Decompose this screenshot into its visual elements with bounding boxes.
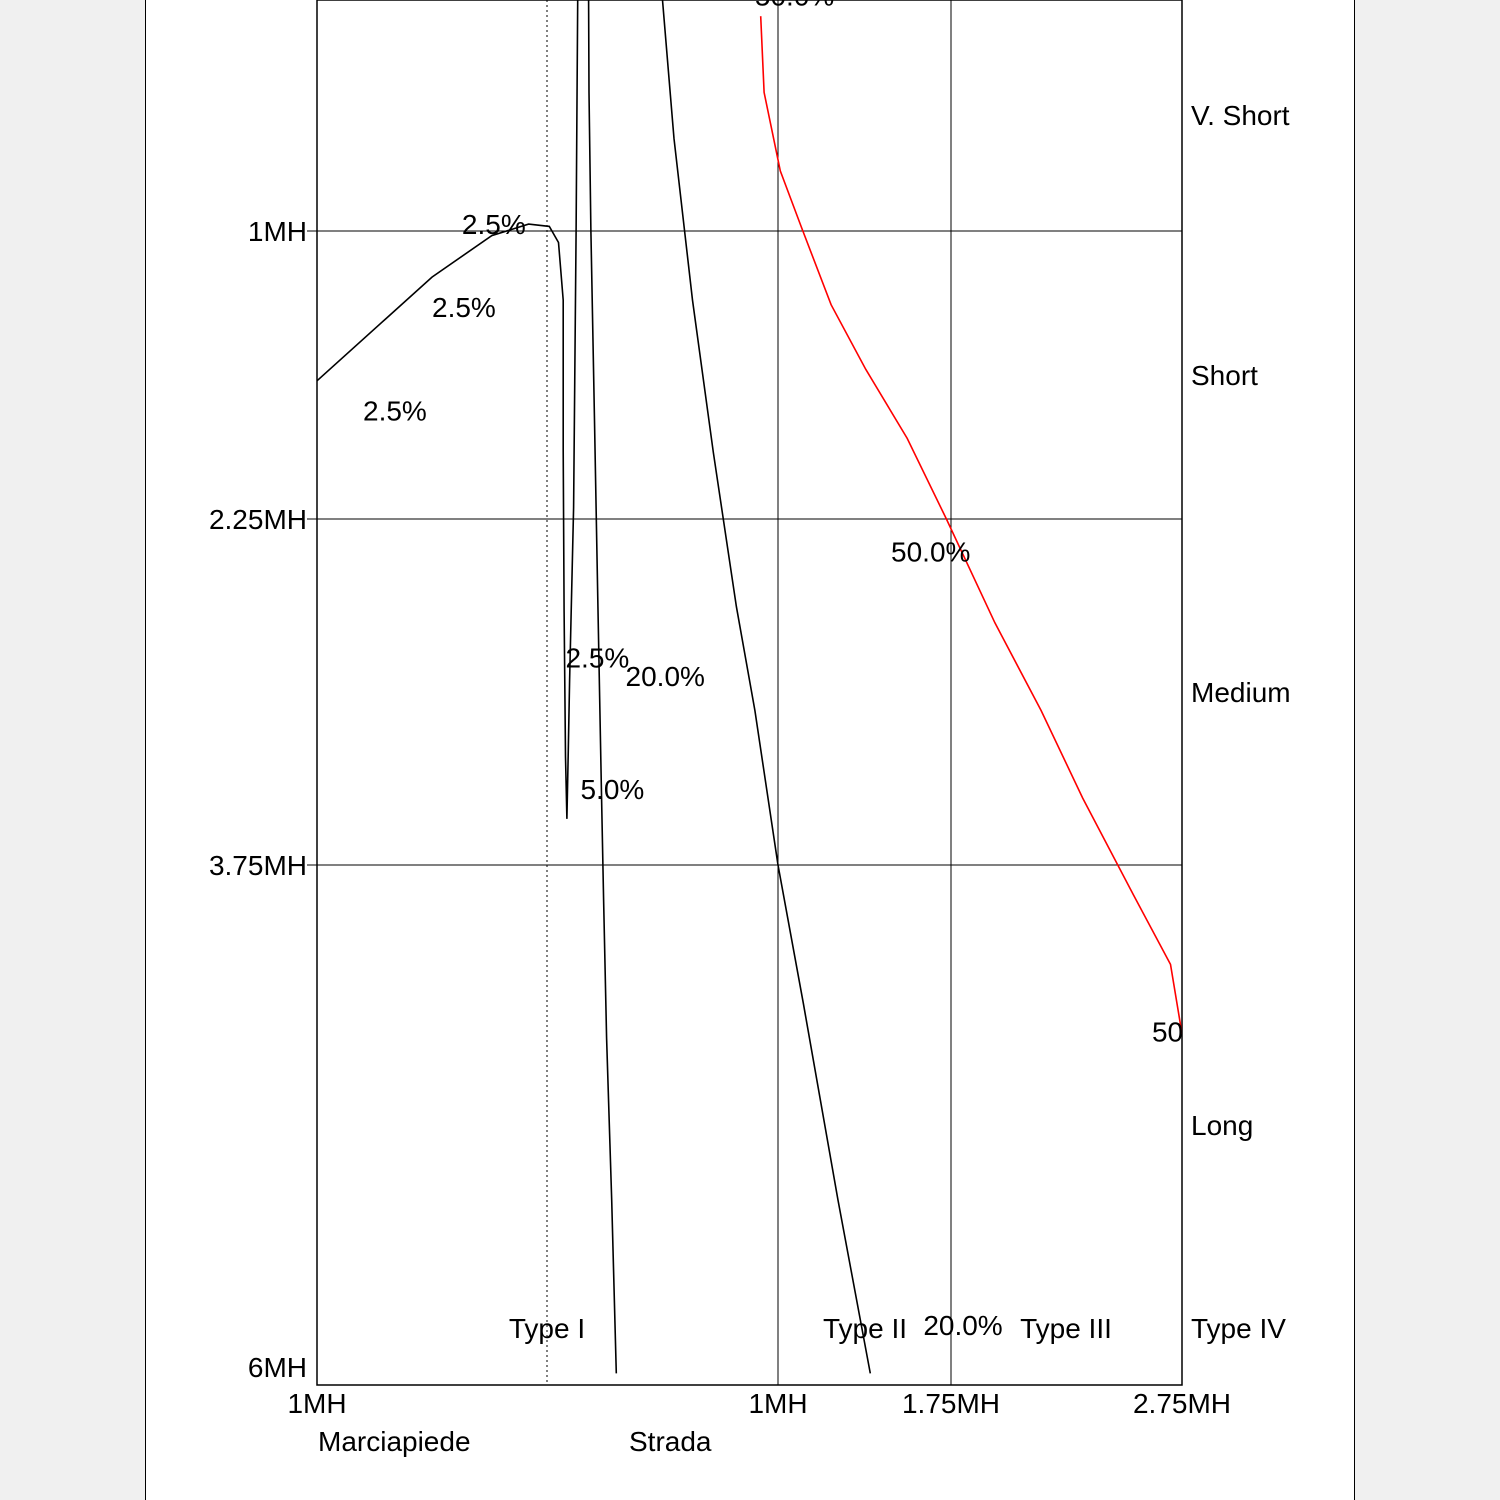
- x-tick-label: 2.75MH: [1133, 1388, 1231, 1419]
- zone-length-label: V. Short: [1191, 100, 1290, 131]
- curve-label: 20.0%: [626, 661, 705, 692]
- y-tick-label: 2.25MH: [209, 504, 307, 535]
- zone-length-label: Short: [1191, 360, 1258, 391]
- zone-type-label: Type III: [1020, 1313, 1112, 1344]
- zone-labels: Type I Type II Type III Type IV V. Short Shor…: [509, 100, 1291, 1344]
- isolux-curve-25: [317, 0, 579, 819]
- curve-label: 50.0%: [755, 0, 834, 11]
- chart-grid: [307, 0, 1183, 1386]
- zone-length-label: Long: [1191, 1110, 1253, 1141]
- plot-frame: [316, 0, 1183, 1386]
- axis-tick-labels: 1MH 2.25MH 3.75MH 6MH 1MH 1MH 1.75MH 2.75MH Marc…: [209, 216, 1231, 1457]
- curve-label: 2.5%: [565, 642, 629, 673]
- isolux-curve-50: [587, 0, 618, 1374]
- y-tick-label: 1MH: [248, 216, 307, 247]
- y-tick-label: 6MH: [248, 1352, 307, 1383]
- curve-label: 50.: [1152, 1016, 1191, 1047]
- report-sheet: [145, 0, 1355, 1500]
- curve-label: 2.5%: [432, 292, 496, 323]
- street-label: Strada: [629, 1426, 712, 1457]
- isolux-curve-200: [661, 0, 872, 1374]
- y-tick-label: 3.75MH: [209, 850, 307, 881]
- curve-label: 5.0%: [580, 774, 644, 805]
- curve-label: 2.5%: [363, 396, 427, 427]
- curve-label: 2.5%: [462, 209, 526, 240]
- isolux-curve-500: [759, 16, 1182, 1034]
- zone-type-label: Type II: [823, 1313, 907, 1344]
- curve-labels: 2.5% 2.5% 2.5% 2.5% 5.0% 20.0% 20.0% 50.0% 50.0%…: [363, 0, 1191, 1341]
- curve-label: 20.0%: [923, 1310, 1002, 1341]
- x-tick-label: 1MH: [748, 1388, 807, 1419]
- zone-length-label: Medium: [1191, 677, 1291, 708]
- curve-label: 50.0%: [891, 536, 970, 567]
- zone-type-label: Type I: [509, 1313, 585, 1344]
- x-tick-label: 1.75MH: [902, 1388, 1000, 1419]
- sidewalk-label: Marciapiede: [318, 1426, 471, 1457]
- chart-curves: [317, 0, 1182, 1374]
- x-tick-label: 1MH: [287, 1388, 346, 1419]
- zone-type-label: Type IV: [1191, 1313, 1286, 1344]
